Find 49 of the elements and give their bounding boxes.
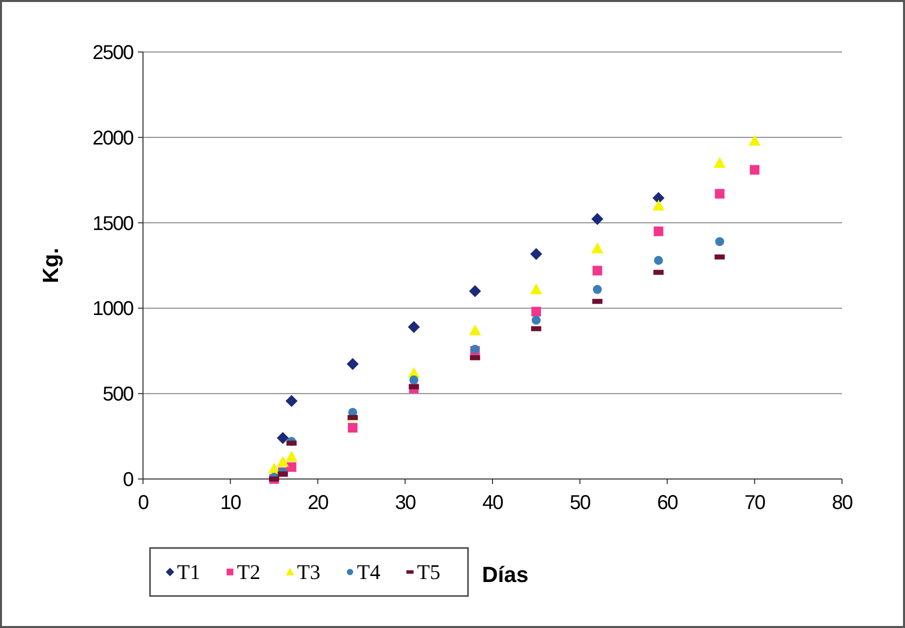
x-tick-label: 80 (832, 492, 853, 514)
point (532, 316, 541, 325)
point (469, 285, 482, 298)
x-tick-label: 20 (308, 492, 329, 514)
point (530, 283, 542, 294)
legend-label: T4 (357, 560, 381, 584)
point (530, 248, 542, 260)
point (714, 188, 724, 199)
legend-label: T3 (297, 560, 320, 584)
legend-label: T5 (417, 560, 440, 584)
point (409, 375, 418, 384)
x-axis-title: Días (482, 562, 528, 587)
y-tick-label: 2500 (92, 42, 134, 64)
y-tick-label: 2000 (92, 127, 134, 150)
point (654, 256, 664, 265)
point (286, 462, 296, 472)
point (652, 200, 665, 211)
point (346, 358, 359, 370)
x-tick-label: 60 (657, 492, 678, 514)
point (469, 324, 482, 336)
point (592, 266, 602, 276)
y-tick-label: 1500 (92, 212, 134, 235)
x-tick-label: 30 (395, 492, 416, 514)
point (276, 432, 289, 444)
x-tick-label: 10 (220, 492, 242, 514)
point (750, 165, 760, 175)
x-tick-label: 0 (138, 492, 149, 514)
point (286, 450, 298, 462)
x-tick-label: 50 (570, 492, 591, 514)
point (591, 242, 604, 254)
point (654, 226, 664, 236)
point (714, 157, 726, 168)
y-axis-title: Kg. (38, 248, 63, 284)
point (592, 284, 602, 294)
y-tick-label: 1000 (92, 298, 134, 320)
point (276, 456, 289, 467)
point (531, 306, 541, 316)
x-tick-label: 70 (744, 492, 766, 514)
legend-label: T2 (237, 560, 260, 584)
point (408, 320, 420, 333)
x-tick-label: 40 (482, 492, 504, 514)
legend-label: T1 (177, 560, 200, 584)
point (715, 237, 724, 246)
point (591, 213, 604, 226)
y-tick-label: 0 (122, 469, 134, 491)
point (348, 422, 358, 433)
point (748, 134, 761, 146)
y-tick-label: 500 (102, 384, 134, 406)
point (286, 394, 298, 407)
